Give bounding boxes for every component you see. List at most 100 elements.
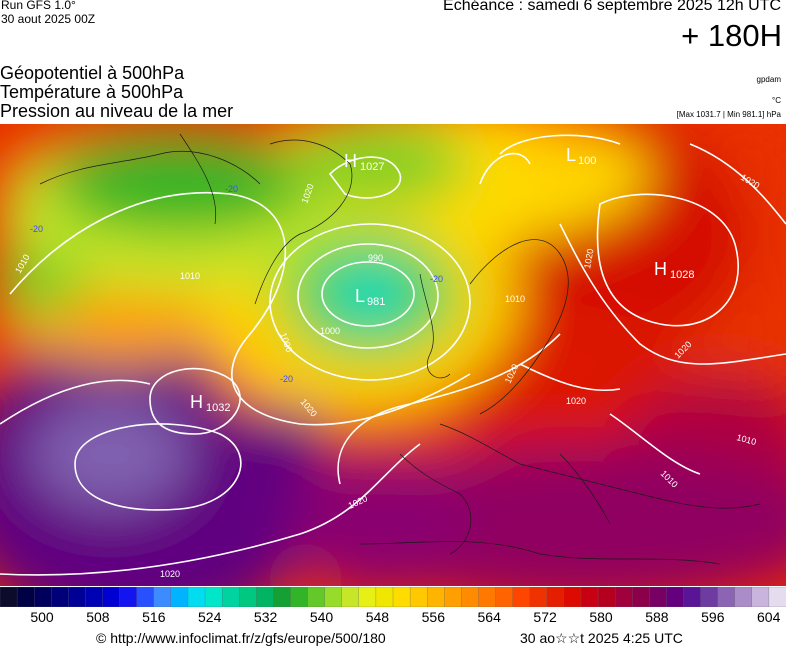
scale-swatch bbox=[409, 587, 428, 607]
scale-tick-label: 524 bbox=[198, 609, 222, 625]
scale-swatch bbox=[768, 587, 786, 607]
title-geopotential: Géopotentiel à 500hPa bbox=[0, 63, 185, 83]
isobar-label: 1010 bbox=[180, 271, 200, 281]
run-label: Run GFS 1.0° bbox=[1, 0, 76, 12]
scale-swatch bbox=[256, 587, 275, 607]
svg-text:1028: 1028 bbox=[670, 269, 694, 281]
scale-swatch bbox=[221, 587, 240, 607]
scale-swatch bbox=[683, 587, 702, 607]
title-pressure: Pression au niveau de la mer bbox=[0, 101, 234, 121]
scale-swatch bbox=[273, 587, 292, 607]
svg-text:100: 100 bbox=[578, 155, 596, 167]
svg-text:1027: 1027 bbox=[360, 161, 384, 173]
weather-map: H 1027 L 100 H 1028 L 981 H 1032 1010 bbox=[0, 124, 786, 586]
scale-tick-label: 548 bbox=[365, 609, 390, 625]
svg-text:981: 981 bbox=[367, 296, 385, 308]
scale-tick-label: 596 bbox=[701, 609, 725, 625]
scale-swatch bbox=[700, 587, 719, 607]
temperature-label: -20 bbox=[430, 274, 443, 284]
scale-tick-label: 604 bbox=[757, 609, 781, 625]
scale-tick-label: 572 bbox=[533, 609, 557, 625]
pressure-center-low: L 100 bbox=[566, 145, 596, 167]
isobar-lines bbox=[0, 134, 786, 576]
scale-swatch bbox=[16, 587, 35, 607]
scale-swatch bbox=[614, 587, 633, 607]
scale-tick-label: 532 bbox=[253, 609, 278, 625]
title-temperature: Température à 500hPa bbox=[0, 82, 184, 102]
scale-swatch bbox=[341, 587, 360, 607]
scale-swatch bbox=[632, 587, 651, 607]
pressure-center-high: H 1027 bbox=[344, 151, 384, 173]
svg-text:1032: 1032 bbox=[206, 402, 230, 414]
scale-swatch bbox=[512, 587, 531, 607]
scale-swatch bbox=[666, 587, 685, 607]
unit-geopotential: gpdam bbox=[756, 75, 781, 84]
temperature-label: -20 bbox=[280, 374, 293, 384]
generation-stamp: 30 ao☆☆t 2025 4:25 UTC bbox=[520, 630, 683, 646]
isobar-label: 1020 bbox=[160, 569, 180, 579]
scale-swatch bbox=[649, 587, 668, 607]
scale-swatch bbox=[187, 587, 206, 607]
scale-swatch bbox=[427, 587, 446, 607]
scale-swatch bbox=[495, 587, 514, 607]
pressure-center-high: H 1032 bbox=[190, 392, 230, 414]
geopotential-field bbox=[0, 124, 786, 586]
scale-swatch bbox=[392, 587, 411, 607]
isobar-label: 1010 bbox=[505, 294, 525, 304]
lead-time: + 180H bbox=[681, 18, 782, 53]
svg-text:H: H bbox=[344, 151, 357, 171]
scale-swatch bbox=[580, 587, 599, 607]
scale-swatch bbox=[119, 587, 138, 607]
scale-swatch bbox=[444, 587, 463, 607]
svg-text:L: L bbox=[355, 286, 365, 306]
scale-swatch bbox=[51, 587, 70, 607]
isobar-label: 990 bbox=[368, 253, 383, 263]
forecast-valid-time: Echéance : samedi 6 septembre 2025 12h U… bbox=[443, 0, 781, 14]
scale-swatch bbox=[290, 587, 309, 607]
isobar-label: 1020 bbox=[582, 248, 595, 269]
scale-swatch bbox=[68, 587, 87, 607]
svg-text:H: H bbox=[654, 259, 667, 279]
scale-swatch bbox=[529, 587, 548, 607]
scale-swatch bbox=[204, 587, 223, 607]
scale-tick-label: 556 bbox=[421, 609, 445, 625]
svg-text:L: L bbox=[566, 145, 576, 165]
scale-swatch bbox=[734, 587, 753, 607]
isobar-label: 1000 bbox=[320, 326, 340, 336]
scale-swatch bbox=[102, 587, 121, 607]
scale-swatch bbox=[307, 587, 326, 607]
scale-tick-label: 564 bbox=[477, 609, 501, 625]
temperature-label: -20 bbox=[30, 224, 43, 234]
scale-swatch bbox=[170, 587, 189, 607]
scale-tick-label: 516 bbox=[142, 609, 166, 625]
colour-scale bbox=[0, 587, 786, 607]
scale-swatch bbox=[563, 587, 582, 607]
run-date: 30 aout 2025 00Z bbox=[1, 12, 96, 26]
scale-swatch bbox=[751, 587, 770, 607]
unit-pressure-range: [Max 1031.7 | Min 981.1] hPa bbox=[676, 110, 781, 119]
coastlines bbox=[39, 133, 761, 565]
scale-swatch bbox=[239, 587, 258, 607]
scale-swatch bbox=[136, 587, 155, 607]
scale-swatch bbox=[153, 587, 172, 607]
copyright: © http://www.infoclimat.fr/z/gfs/europe/… bbox=[96, 630, 386, 646]
scale-swatch bbox=[34, 587, 53, 607]
unit-temperature: °C bbox=[772, 96, 781, 105]
scale-swatch bbox=[324, 587, 343, 607]
pressure-center-high: H 1028 bbox=[654, 259, 694, 281]
scale-tick-label: 540 bbox=[309, 609, 334, 625]
pressure-center-low: L 981 bbox=[355, 286, 385, 308]
scale-swatch bbox=[597, 587, 616, 607]
scale-swatch bbox=[461, 587, 480, 607]
scale-swatch bbox=[358, 587, 377, 607]
scale-swatch bbox=[478, 587, 497, 607]
scale-swatch bbox=[85, 587, 104, 607]
svg-text:H: H bbox=[190, 392, 203, 412]
scale-tick-label: 588 bbox=[645, 609, 669, 625]
scale-swatch bbox=[375, 587, 394, 607]
isobar-label: 1020 bbox=[566, 396, 586, 406]
scale-tick-label: 508 bbox=[86, 609, 110, 625]
scale-tick-label: 580 bbox=[589, 609, 613, 625]
scale-swatch bbox=[717, 587, 736, 607]
scale-swatch bbox=[0, 587, 18, 607]
